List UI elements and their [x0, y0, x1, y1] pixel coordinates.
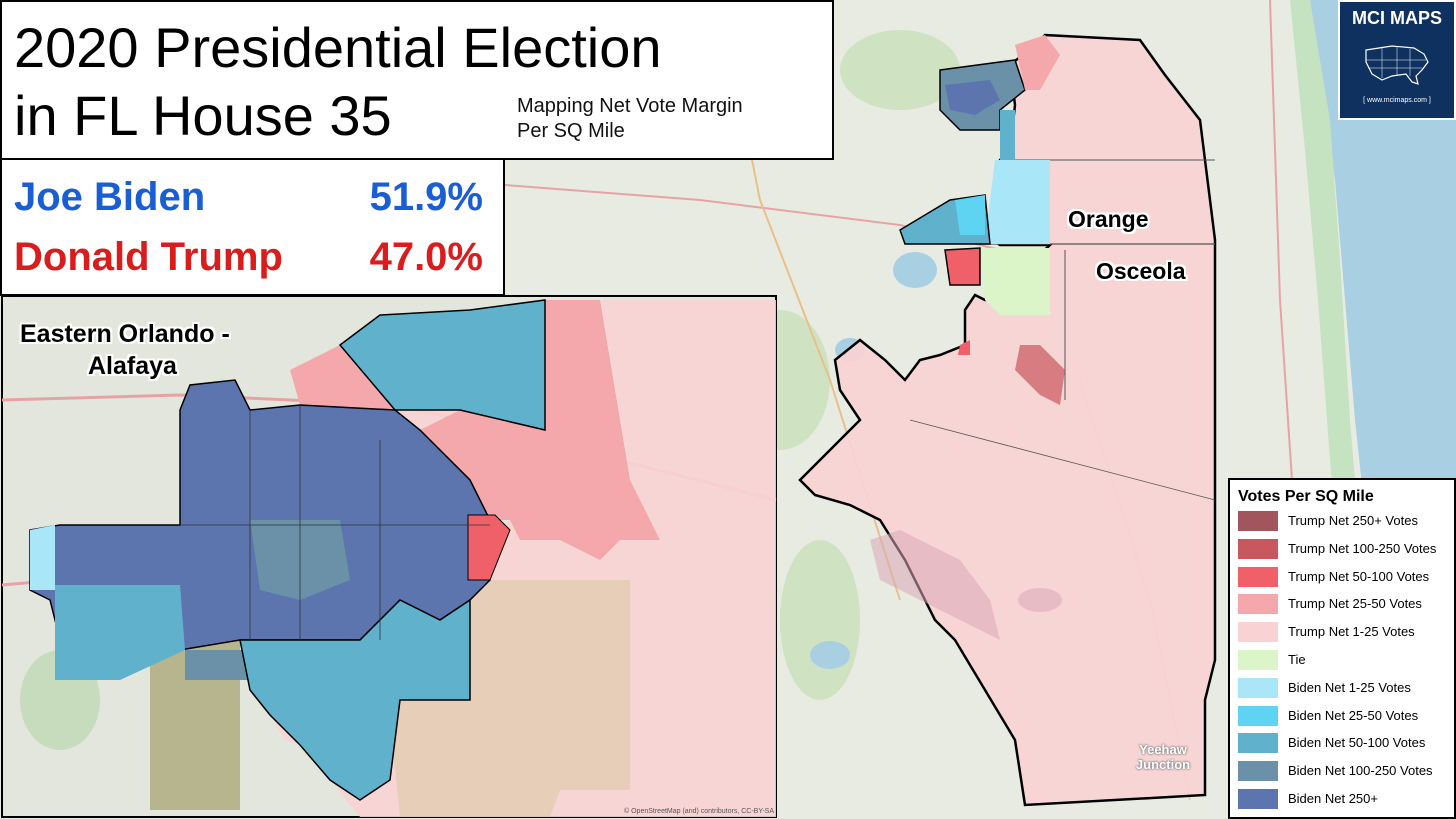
legend-swatch [1238, 566, 1278, 587]
legend-swatch [1238, 594, 1278, 615]
precinct-biden-50-100 [1000, 110, 1015, 160]
county-label-orange: Orange [1068, 206, 1149, 232]
park-area [780, 540, 860, 700]
inset-precinct-biden-1-25 [30, 525, 55, 590]
precinct-trump-50-100 [944, 247, 981, 286]
legend-label: Tie [1288, 652, 1306, 667]
lake [810, 641, 850, 669]
legend-label: Biden Net 250+ [1288, 791, 1378, 806]
legend-item: Biden Net 100-250 Votes [1238, 760, 1454, 782]
map-title-line2: in FL House 35 [14, 84, 392, 147]
legend-swatch [1238, 677, 1278, 698]
legend: Votes Per SQ Mile Trump Net 250+ Votes Tr… [1228, 478, 1456, 819]
legend-label: Trump Net 250+ Votes [1288, 513, 1418, 528]
legend-title: Votes Per SQ Mile [1238, 488, 1374, 505]
inset-precinct-biden-50-100 [338, 299, 546, 431]
usa-map-icon [1365, 45, 1429, 85]
candidate-name-biden: Joe Biden [14, 175, 206, 219]
inset-map [1, 295, 777, 818]
legend-item: Trump Net 100-250 Votes [1238, 538, 1454, 560]
legend-item: Biden Net 25-50 Votes [1238, 705, 1454, 727]
map-title-line1: 2020 Presidential Election [14, 16, 662, 79]
inset-label: Alafaya [88, 352, 177, 380]
precinct-biden-25-50 [955, 195, 985, 235]
lake [1368, 280, 1392, 320]
legend-swatch [1238, 622, 1278, 643]
legend-swatch [1238, 733, 1278, 754]
lake [893, 252, 937, 288]
precinct-biden-1-25 [985, 160, 1050, 244]
inset-label: Eastern Orlando - [20, 320, 230, 348]
place-label-yeehaw-junction: Yeehaw Junction [1135, 742, 1191, 772]
legend-item: Trump Net 25-50 Votes [1238, 593, 1454, 615]
park-area [840, 30, 960, 110]
lake-area [1018, 588, 1062, 612]
legend-swatch [1238, 538, 1278, 559]
legend-swatch [1238, 705, 1278, 726]
precinct-trump-50-100 [958, 340, 970, 355]
inset-precinct-trump-50-100 [467, 514, 511, 581]
legend-item: Trump Net 250+ Votes [1238, 510, 1454, 532]
county-label-osceola: Osceola [1096, 258, 1186, 284]
candidate-percent-biden: 51.9% [369, 175, 483, 219]
logo-text: MCI MAPS [1352, 8, 1442, 28]
inset-precinct-biden-50-100 [55, 585, 185, 680]
legend-item: Biden Net 1-25 Votes [1238, 677, 1454, 699]
legend-item: Trump Net 50-100 Votes [1238, 566, 1454, 588]
legend-label: Biden Net 50-100 Votes [1288, 735, 1426, 751]
candidate-name-trump: Donald Trump [14, 235, 283, 279]
precinct-biden-250 [945, 80, 1000, 115]
results-panel: Joe Biden 51.9% Donald Trump 47.0% [0, 158, 505, 296]
map-subtitle-line2: Per SQ Mile [517, 120, 625, 142]
legend-label: Biden Net 100-250 Votes [1288, 763, 1433, 779]
precinct-line [909, 419, 1216, 501]
candidate-percent-trump: 47.0% [369, 235, 483, 279]
legend-label: Trump Net 50-100 Votes [1288, 568, 1430, 584]
precinct-tie [980, 248, 1050, 315]
precinct-trump-100-250 [1015, 345, 1065, 405]
legend-item: Tie [1238, 649, 1454, 671]
legend-label: Trump Net 100-250 Votes [1288, 540, 1437, 556]
map-subtitle-line1: Mapping Net Vote Margin [517, 95, 743, 117]
precinct-trump-25-50 [1015, 35, 1060, 90]
legend-item: Trump Net 1-25 Votes [1238, 621, 1454, 643]
legend-swatch [1238, 789, 1278, 809]
inset-precinct-biden-50-100 [239, 598, 471, 801]
title-panel: 2020 Presidential Election in FL House 3… [0, 0, 834, 160]
legend-swatch [1238, 650, 1278, 670]
legend-item: Biden Net 50-100 Votes [1238, 732, 1454, 754]
legend-swatch [1238, 761, 1278, 782]
inset-precinct-trump-25-50 [290, 345, 395, 410]
legend-label: Biden Net 1-25 Votes [1288, 679, 1411, 695]
logo-url: [ www.mcimaps.com ] [1363, 97, 1431, 104]
mci-maps-logo: MCI MAPS [ www.mcimaps.com ] [1338, 0, 1456, 120]
legend-swatch [1238, 511, 1278, 531]
legend-item: Biden Net 250+ [1238, 788, 1454, 810]
legend-label: Trump Net 25-50 Votes [1288, 596, 1422, 612]
legend-label: Trump Net 1-25 Votes [1288, 624, 1415, 640]
lake-area [870, 530, 1000, 640]
map-attribution: © OpenStreetMap (and) contributors, CC-B… [624, 808, 775, 815]
legend-label: Biden Net 25-50 Votes [1288, 707, 1419, 723]
inset-precinct-trump-25-50 [420, 300, 660, 560]
